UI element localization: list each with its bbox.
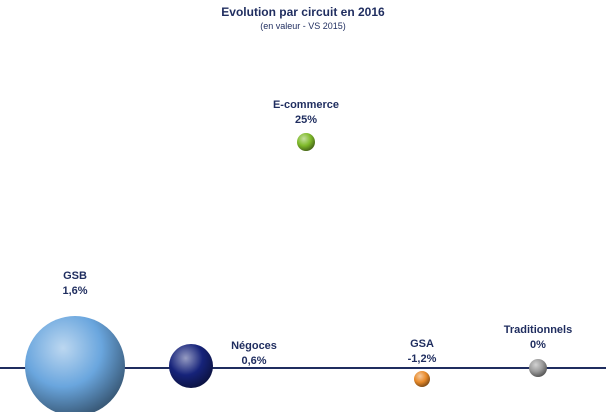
bubble-gsb	[25, 316, 125, 412]
label-value-gsa: -1,2%	[408, 353, 437, 365]
bubble-negoces	[169, 344, 213, 388]
chart-title: Evolution par circuit en 2016	[221, 5, 385, 19]
label-name-e-commerce: E-commerce	[273, 99, 339, 111]
bubble-e-commerce	[297, 133, 315, 151]
label-value-negoces: 0,6%	[241, 355, 266, 367]
chart-subtitle: (en valeur - VS 2015)	[260, 21, 346, 31]
label-value-gsb: 1,6%	[62, 285, 87, 297]
label-value-e-commerce: 25%	[295, 114, 317, 126]
label-name-traditionnels: Traditionnels	[504, 324, 572, 336]
bubble-gsa	[414, 371, 430, 387]
label-name-gsb: GSB	[63, 270, 87, 282]
bubble-traditionnels	[529, 359, 547, 377]
label-name-negoces: Négoces	[231, 340, 277, 352]
label-value-traditionnels: 0%	[530, 339, 546, 351]
label-name-gsa: GSA	[410, 338, 434, 350]
